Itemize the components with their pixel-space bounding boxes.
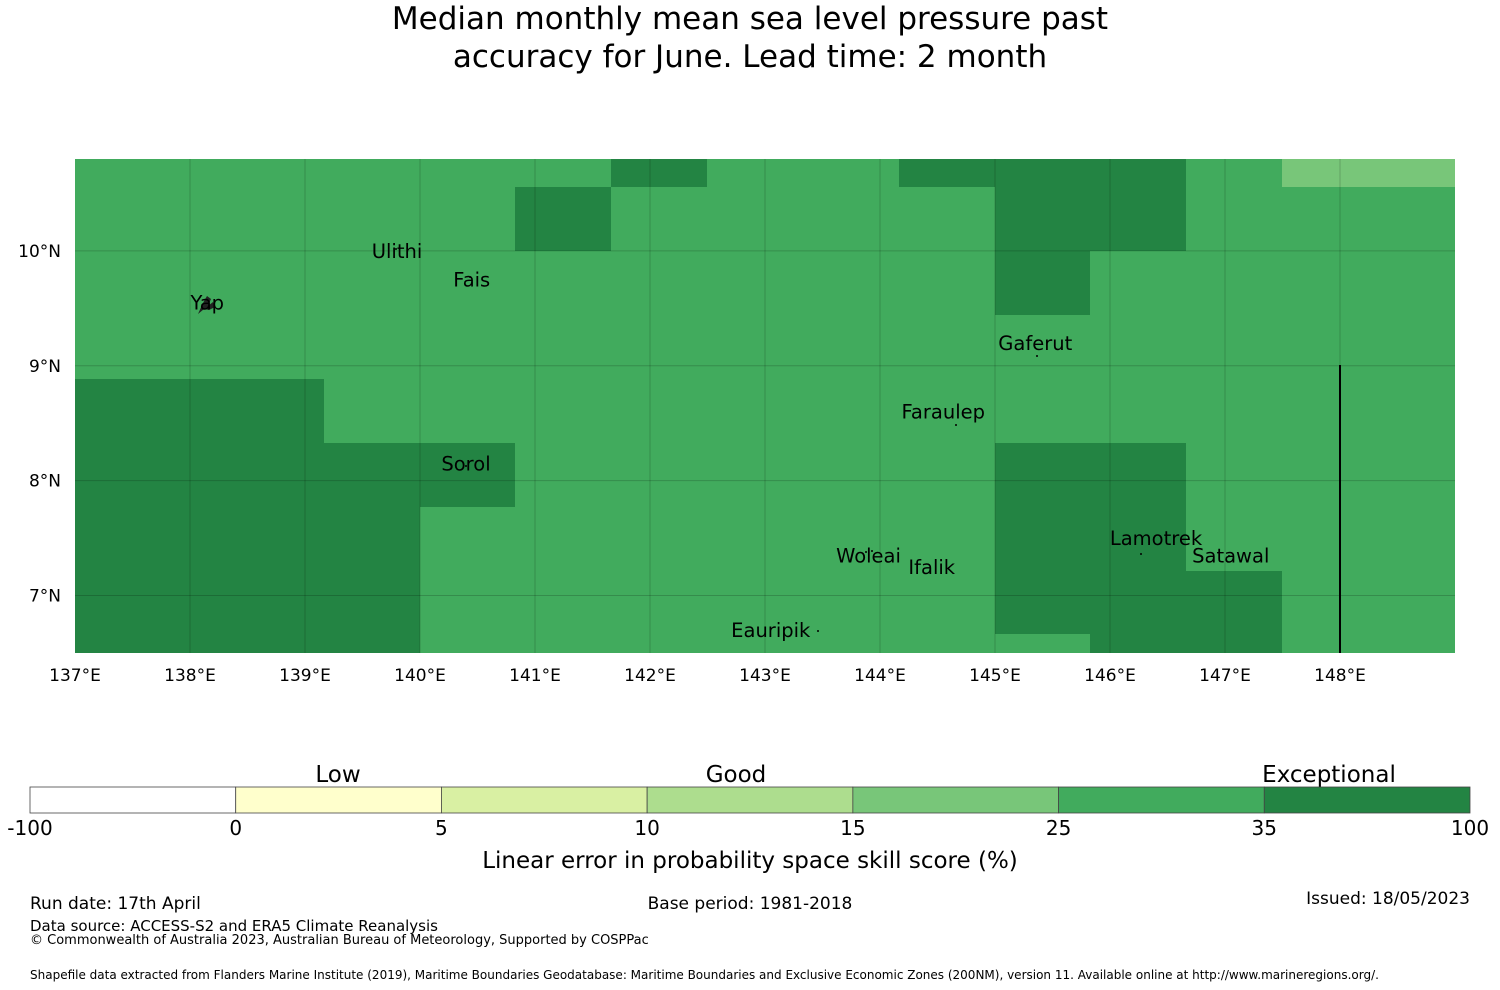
ulithi-island-dot: [395, 248, 397, 250]
colorbar-category-labels: Low Good Exceptional: [315, 762, 1395, 788]
colorbar-swatch: [441, 786, 648, 814]
cell-exceptional: [1090, 571, 1282, 653]
issued-date: Issued: 18/05/2023: [1306, 889, 1470, 909]
colorbar-category: Good: [706, 762, 767, 788]
place-label: Ifalik: [908, 556, 955, 579]
colorbar-label: Linear error in probability space skill …: [482, 848, 1018, 874]
skill-cells: [75, 159, 1455, 653]
colorbar-category: Exceptional: [1262, 762, 1396, 788]
place-label: Faraulep: [902, 401, 986, 424]
cell-exceptional: [75, 379, 324, 653]
colorbar-swatch: [235, 786, 442, 814]
colorbar-tick: 25: [1046, 816, 1071, 840]
base-period: Base period: 1981-2018: [647, 894, 853, 914]
cell-exceptional: [611, 159, 707, 187]
woleai-island-dot: [865, 551, 867, 553]
colorbar-tick: 35: [1252, 816, 1277, 840]
title-line-2: accuracy for June. Lead time: 2 month: [452, 39, 1048, 75]
cell-exceptional: [515, 187, 611, 251]
graticule: [75, 159, 1455, 653]
place-label: Satawal: [1192, 544, 1269, 567]
lat-tick-label: 8°N: [29, 472, 61, 492]
lat-tick-label: 9°N: [29, 357, 61, 377]
place-labels: Ulithi Fais Yap Gaferut Faraulep Sorol Woleai I…: [189, 240, 1269, 642]
colorbar-swatch: [646, 786, 854, 814]
satawal-island-dot: [1228, 555, 1230, 557]
cell-exceptional: [899, 159, 995, 187]
faraulep-island-dot: [955, 424, 957, 426]
lon-tick-label: 138°E: [164, 666, 216, 686]
colorbar-tick-labels: -100 0 5 10 15 25 35 100: [7, 816, 1489, 840]
colorbar: Low Good Exceptional -100 0 5 10 15 25 35 100 Lin…: [7, 762, 1489, 874]
place-label: Yap: [189, 292, 224, 315]
colorbar-swatch: [29, 786, 237, 814]
colorbar-tick: 5: [435, 816, 448, 840]
cell-exceptional: [995, 251, 1090, 315]
place-label: Eauripik: [731, 619, 811, 642]
lon-tick-label: 141°E: [509, 666, 561, 686]
skill-map: 137°E 138°E 139°E 140°E 141°E 142°E 143°E 144°E…: [18, 159, 1455, 686]
gaferut-island-dot: [1036, 355, 1038, 357]
run-date: Run date: 17th April: [30, 894, 201, 914]
colorbar-swatch: [1058, 786, 1265, 814]
lon-tick-label: 142°E: [624, 666, 676, 686]
colorbar-tick: 10: [634, 816, 659, 840]
eauripik-island-dot: [817, 630, 819, 632]
cell-exceptional: [420, 443, 515, 507]
lat-tick-label: 7°N: [29, 587, 61, 607]
data-source: Data source: ACCESS-S2 and ERA5 Climate …: [30, 917, 438, 935]
cell-exceptional: [995, 159, 1186, 251]
lon-tick-label: 143°E: [739, 666, 791, 686]
fais-island-dot: [469, 276, 471, 278]
lon-tick-label: 137°E: [49, 666, 101, 686]
colorbar-tick: 100: [1451, 816, 1489, 840]
yap-island-shape: [198, 296, 215, 314]
title-line-1: Median monthly mean sea level pressure p…: [391, 1, 1109, 37]
woleai-island-dot: [871, 550, 873, 552]
cell-exceptional: [324, 443, 420, 653]
latitude-tick-labels: 7°N 8°N 9°N 10°N: [18, 242, 61, 607]
cell-good: [1282, 159, 1455, 187]
place-label: Woleai: [836, 544, 901, 567]
place-label: Ulithi: [372, 240, 423, 263]
lon-tick-label: 139°E: [279, 666, 331, 686]
lon-tick-label: 145°E: [969, 666, 1021, 686]
lon-tick-label: 140°E: [394, 666, 446, 686]
copyright: © Commonwealth of Australia 2023, Austra…: [30, 933, 649, 948]
colorbar-swatch: [852, 786, 1059, 814]
place-label: Gaferut: [998, 332, 1072, 355]
colorbar-swatch: [1263, 786, 1471, 814]
shapefile-credit: Shapefile data extracted from Flanders M…: [30, 968, 1379, 982]
island-markers: [198, 248, 1230, 632]
lamotrek-island-dot: [1140, 553, 1142, 555]
colorbar-tick: 0: [229, 816, 242, 840]
place-label: Sorol: [441, 452, 490, 475]
lon-tick-label: 144°E: [854, 666, 906, 686]
place-label: Fais: [453, 269, 490, 292]
cell-exceptional: [1090, 507, 1186, 571]
colorbar-swatches: [29, 786, 1471, 814]
lat-tick-label: 10°N: [18, 242, 61, 262]
longitude-tick-labels: 137°E 138°E 139°E 140°E 141°E 142°E 143°E 144°E…: [49, 666, 1366, 686]
lon-tick-label: 146°E: [1084, 666, 1136, 686]
colorbar-category: Low: [315, 762, 360, 788]
lon-tick-label: 148°E: [1314, 666, 1366, 686]
lon-tick-label: 147°E: [1199, 666, 1251, 686]
place-label: Lamotrek: [1110, 527, 1203, 550]
colorbar-tick: -100: [7, 816, 52, 840]
colorbar-tick: 15: [840, 816, 865, 840]
sorol-island-dot: [465, 465, 467, 467]
chart-title: Median monthly mean sea level pressure p…: [0, 0, 1500, 76]
